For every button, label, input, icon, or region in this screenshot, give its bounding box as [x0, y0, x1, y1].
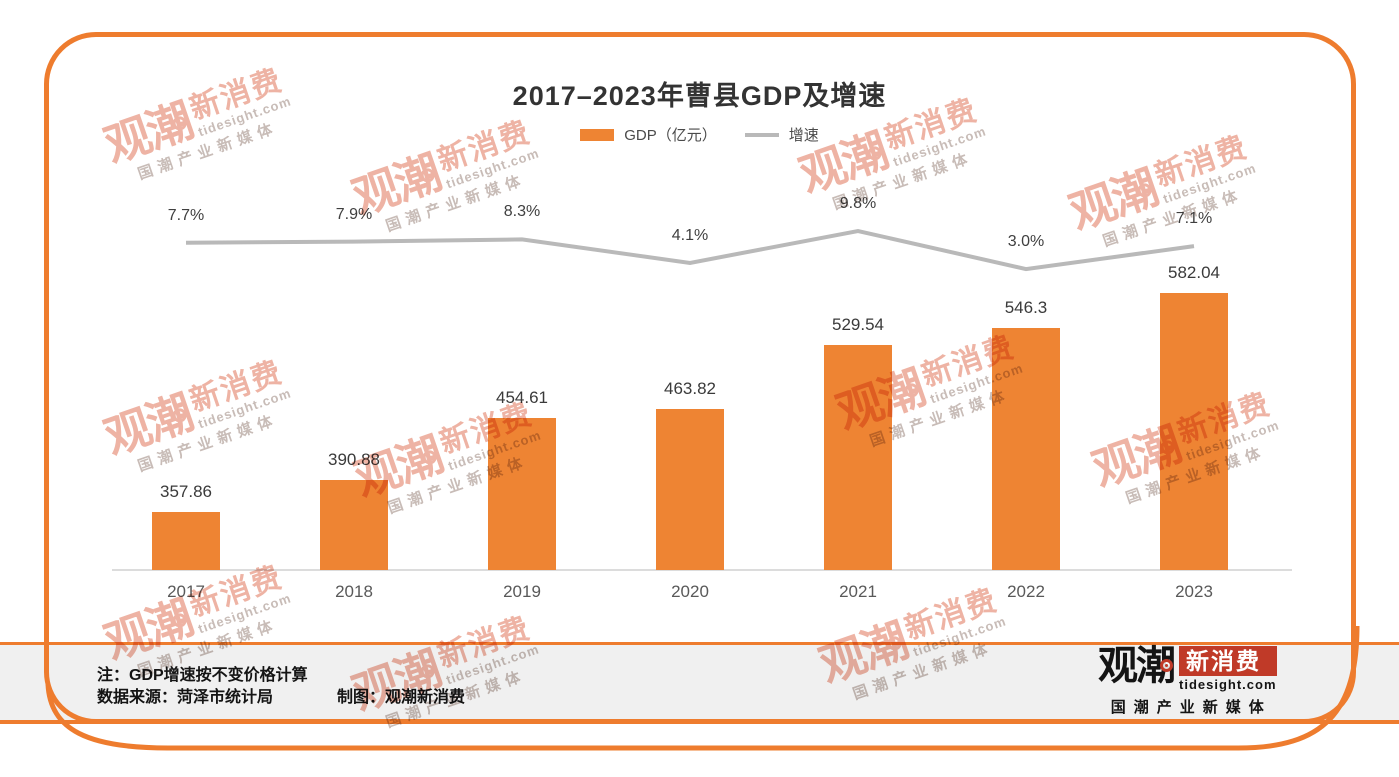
gdp-value-label: 546.3 — [1004, 298, 1048, 318]
growth-legend-line — [744, 132, 779, 137]
brand-name-box: 新消费 — [1179, 646, 1277, 677]
gdp-bar — [488, 417, 556, 570]
growth-pct-label: 7.7% — [167, 206, 205, 224]
growth-pct-label: 7.1% — [1175, 210, 1213, 228]
footnote: 注：GDP增速按不变价格计算 — [97, 667, 308, 684]
gdp-bar — [656, 408, 724, 570]
gdp-bar — [152, 512, 220, 570]
gdp-value-label: 529.54 — [832, 314, 884, 334]
x-axis-line — [112, 569, 1292, 571]
gdp-legend-swatch — [580, 128, 615, 141]
year-label: 2019 — [503, 582, 541, 601]
growth-pct-label: 8.3% — [503, 203, 541, 221]
growth-line-svg — [185, 228, 1195, 272]
gdp-bar — [824, 344, 892, 570]
gdp-bar — [992, 328, 1060, 570]
chart-legend: GDP（亿元） 增速 — [0, 124, 1399, 145]
gdp-value-label: 390.88 — [328, 449, 380, 469]
data-source: 数据来源：菏泽市统计局 — [97, 689, 274, 706]
gdp-bar — [320, 479, 388, 570]
brand-tagline: 国潮产业新媒体 — [1110, 699, 1272, 717]
chart-credit: 制图：观潮新消费 — [337, 689, 466, 706]
gdp-value-label: 463.82 — [664, 378, 716, 398]
brand-logo-right: 新消费 tidesight.com — [1179, 646, 1277, 692]
year-label: 2020 — [671, 582, 709, 601]
source-line: 数据来源：菏泽市统计局 制图：观潮新消费 — [97, 683, 465, 707]
growth-pct-label: 3.0% — [1007, 233, 1045, 251]
brand-logo-top: 观潮 新消费 tidesight.com — [1098, 646, 1277, 692]
gdp-value-label: 357.86 — [160, 482, 212, 502]
year-label: 2021 — [839, 582, 877, 601]
gdp-legend-label: GDP（亿元） — [624, 127, 717, 144]
gdp-value-label: 454.61 — [496, 387, 548, 407]
year-label: 2018 — [335, 582, 373, 601]
year-label: 2022 — [1007, 582, 1045, 601]
gdp-value-label: 582.04 — [1168, 263, 1220, 283]
year-label: 2017 — [167, 582, 205, 601]
growth-line — [185, 228, 1195, 272]
brand-domain: tidesight.com — [1179, 677, 1277, 693]
brand-logo: 观潮 新消费 tidesight.com 国潮产业新媒体 — [1098, 646, 1277, 717]
growth-pct-label: 9.8% — [839, 195, 877, 212]
camera-lens-icon — [1160, 659, 1173, 672]
growth-legend-label: 增速 — [788, 127, 819, 144]
year-label: 2023 — [1175, 582, 1213, 601]
growth-pct-label: 4.1% — [671, 226, 709, 244]
gdp-bar — [1160, 293, 1228, 570]
chart-title: 2017–2023年曹县GDP及增速 — [512, 81, 887, 111]
growth-pct-label: 7.9% — [335, 205, 373, 223]
